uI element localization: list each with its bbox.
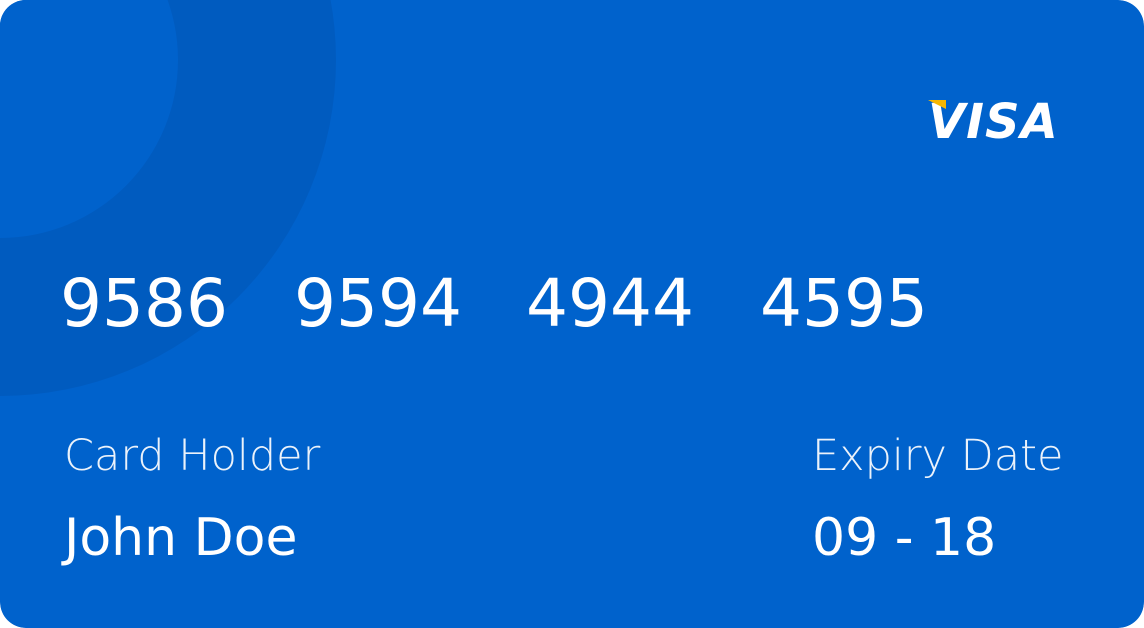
- card-holder-value: John Doe: [64, 508, 298, 568]
- decorative-ring-inner: [0, 0, 178, 238]
- card-number-group-2: 9594: [294, 265, 462, 342]
- expiry-date-value: 09 - 18: [812, 508, 997, 568]
- card-number-group-4: 4595: [760, 265, 928, 342]
- expiry-date-label: Expiry Date: [812, 431, 1064, 481]
- brand-accent-mark: [928, 100, 946, 109]
- card-holder-label: Card Holder: [64, 431, 321, 481]
- card-number-group-3: 4944: [526, 265, 694, 342]
- card-number-group-1: 9586: [60, 265, 228, 342]
- brand-name: VISA: [928, 94, 1059, 150]
- visa-logo-icon: VISA: [928, 96, 1068, 148]
